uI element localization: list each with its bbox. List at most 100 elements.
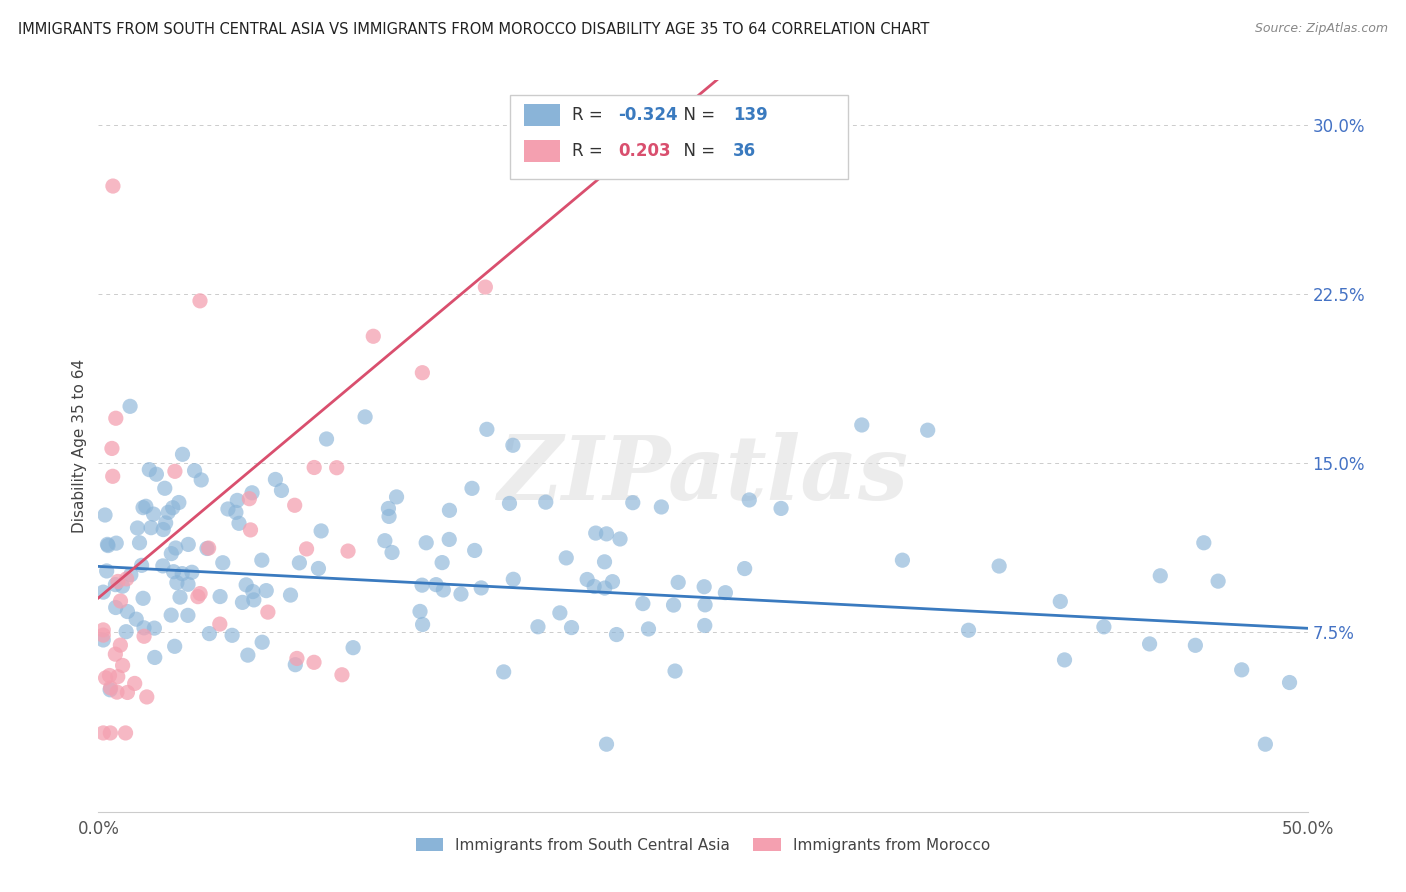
Point — [284, 657, 307, 672]
Point — [240, 485, 263, 500]
Point — [104, 577, 127, 591]
Point — [128, 536, 150, 550]
Point — [693, 618, 716, 632]
Point — [132, 621, 155, 635]
Point — [470, 581, 492, 595]
Text: N =: N = — [673, 105, 720, 124]
Point — [361, 329, 384, 343]
Point — [1139, 637, 1161, 651]
Point — [167, 495, 190, 509]
Point — [91, 623, 114, 637]
Point — [664, 664, 686, 678]
Point — [107, 670, 129, 684]
Point — [101, 469, 124, 483]
Point — [94, 508, 117, 522]
FancyBboxPatch shape — [509, 95, 848, 179]
Point — [385, 490, 408, 504]
Point — [135, 500, 157, 514]
Point — [132, 629, 155, 643]
Y-axis label: Disability Age 35 to 64: Disability Age 35 to 64 — [72, 359, 87, 533]
Text: 139: 139 — [734, 105, 768, 124]
Point — [917, 423, 939, 437]
Point — [142, 507, 165, 521]
Point — [143, 621, 166, 635]
Point — [226, 493, 249, 508]
Point — [104, 600, 127, 615]
Point — [1278, 675, 1301, 690]
Point — [650, 500, 672, 514]
Point — [295, 541, 318, 556]
Point — [198, 626, 221, 640]
Point — [264, 472, 287, 486]
Point — [107, 574, 129, 589]
Point — [163, 464, 186, 478]
Point — [188, 586, 211, 600]
Point — [250, 635, 273, 649]
Point — [851, 417, 873, 432]
Point — [105, 685, 128, 699]
Point — [585, 526, 607, 541]
Point — [105, 536, 128, 550]
Point — [169, 590, 191, 604]
Point — [162, 565, 184, 579]
Point — [120, 400, 142, 414]
Point — [110, 594, 132, 608]
Point — [602, 574, 624, 589]
Point — [242, 584, 264, 599]
Legend: Immigrants from South Central Asia, Immigrants from Morocco: Immigrants from South Central Asia, Immi… — [409, 831, 997, 859]
Point — [593, 555, 616, 569]
Point — [548, 606, 571, 620]
Point — [157, 505, 180, 519]
Point — [101, 442, 124, 456]
Point — [302, 460, 325, 475]
Point — [120, 567, 142, 582]
Point — [988, 559, 1011, 574]
Point — [143, 650, 166, 665]
Point — [231, 595, 253, 609]
Text: ZIPatlas: ZIPatlas — [498, 432, 908, 518]
Point — [254, 583, 277, 598]
Point — [270, 483, 292, 498]
Point — [498, 496, 520, 510]
Point — [101, 179, 124, 194]
Point — [181, 566, 204, 580]
Point — [354, 409, 377, 424]
Point — [98, 726, 121, 740]
Point — [238, 491, 260, 506]
Point — [160, 608, 183, 623]
Point — [243, 593, 266, 607]
Point — [1230, 663, 1253, 677]
Point — [132, 500, 155, 515]
Point — [666, 575, 689, 590]
Point — [662, 598, 685, 612]
Point — [450, 587, 472, 601]
Point — [138, 462, 160, 476]
Point — [637, 622, 659, 636]
Point — [1053, 653, 1076, 667]
Point — [342, 640, 364, 655]
Point — [97, 539, 120, 553]
Point — [96, 537, 118, 551]
Point — [555, 550, 578, 565]
Point — [1049, 594, 1071, 608]
Point — [187, 590, 209, 604]
Point — [474, 280, 496, 294]
Point — [381, 545, 404, 559]
Point — [236, 648, 259, 662]
Point — [330, 667, 353, 681]
Point — [91, 585, 114, 599]
Point — [111, 579, 134, 593]
Point — [502, 438, 524, 452]
Point — [177, 577, 200, 591]
Point — [285, 651, 308, 665]
Point — [593, 581, 616, 595]
Point — [235, 578, 257, 592]
Point — [160, 547, 183, 561]
Point — [145, 467, 167, 482]
Point — [250, 553, 273, 567]
Point — [576, 573, 599, 587]
Point — [1184, 638, 1206, 652]
Point — [135, 690, 157, 704]
Point — [411, 366, 433, 380]
Point — [606, 627, 628, 641]
